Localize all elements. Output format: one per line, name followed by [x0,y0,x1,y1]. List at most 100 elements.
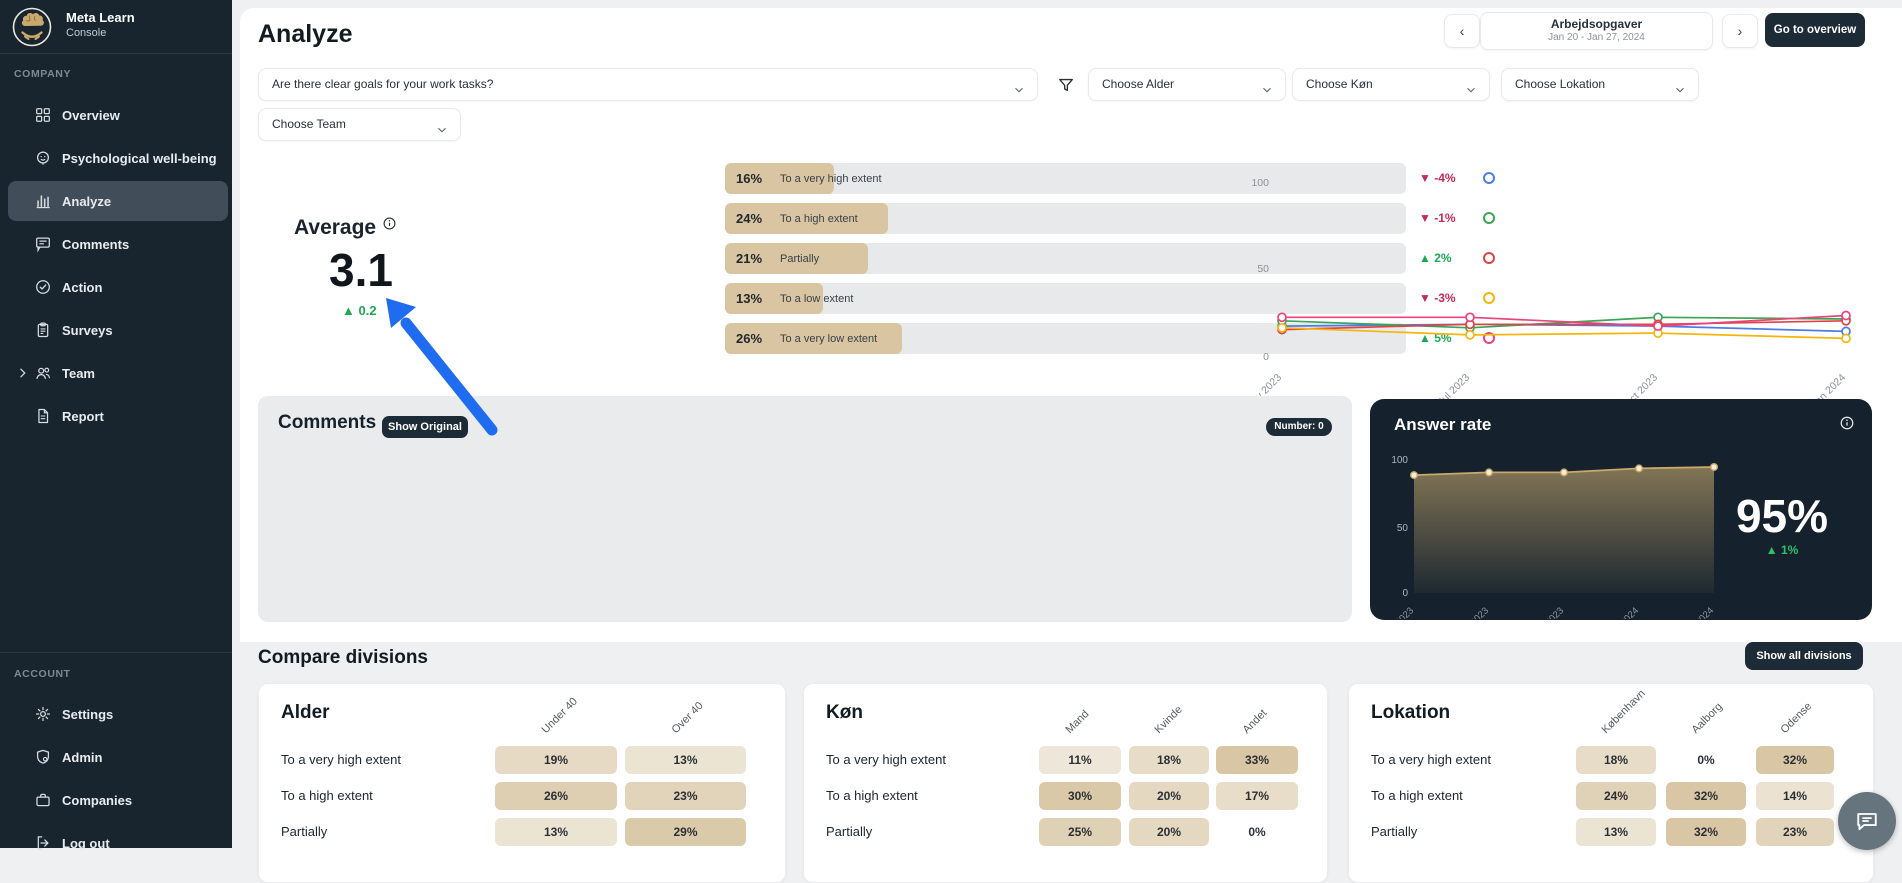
series-legend-dot [1483,172,1495,184]
sidebar-item-label: Companies [62,793,133,808]
go-to-overview-button[interactable]: Go to overview [1765,13,1865,47]
sidebar-section-company: COMPANY [14,68,72,80]
chevron-down-icon [1260,78,1274,93]
filter-icon[interactable] [1057,76,1075,94]
sidebar-item-settings[interactable]: Settings [8,694,228,734]
compare-cell: 33% [1216,746,1298,774]
compare-row-label: Partially [826,824,873,839]
answer-rate-title: Answer rate [1394,415,1492,434]
sidebar-item-label: Action [62,280,103,295]
compare-cell: 11% [1039,746,1121,774]
svg-text:Jan 2024: Jan 2024 [1809,372,1848,400]
bar-change: ▼ -1% [1419,211,1456,225]
page-title: Analyze [258,20,353,48]
svg-text:Jul 2023: Jul 2023 [1458,605,1491,619]
answer-rate-card: Answer rate 100 50 0 May 2023 Jul 2023 Oct 20… [1370,399,1872,643]
period-range: Jan 20 - Jan 27, 2024 [1548,32,1645,43]
compare-row-label: Partially [281,824,328,839]
compare-row-label: Partially [1371,824,1418,839]
svg-text:Jan 2024: Jan 2024 [1681,605,1716,619]
next-period-button[interactable]: › [1722,14,1758,48]
compare-column-header: Odense [1778,700,1815,736]
bar-fill [725,203,889,234]
chat-fab-button[interactable] [1838,792,1896,850]
chevron-right-icon [16,366,30,380]
compare-cell: 18% [1576,746,1656,774]
kon-filter-select[interactable]: Choose Køn [1292,68,1490,101]
compare-cell: 24% [1576,782,1656,810]
comments-panel: Comments Show Original Number: 0 [258,396,1352,622]
head-icon [34,149,52,167]
shield-icon [34,748,52,766]
main-content: Analyze ‹ Arbejdsopgaver Jan 20 - Jan 27… [232,0,1902,883]
comments-count-badge: Number: 0 [1266,418,1332,436]
info-icon[interactable] [382,213,397,230]
brand-name: Meta Learn [66,10,135,25]
show-original-button[interactable]: Show Original [382,416,468,438]
annotation-arrow [386,298,498,436]
bar-category-label: To a very low extent [780,333,878,345]
message-icon [34,235,52,253]
lokation-filter-select[interactable]: Choose Lokation [1501,68,1699,101]
svg-text:0: 0 [1263,351,1269,363]
bar-percentage: 13% [736,291,763,306]
series-legend-dot [1483,292,1495,304]
period-selector[interactable]: Arbejdsopgaver Jan 20 - Jan 27, 2024 [1480,12,1713,50]
sidebar-item-companies[interactable]: Companies [8,780,228,820]
sidebar-item-surveys[interactable]: Surveys [8,310,228,350]
compare-row-label: To a very high extent [281,752,401,767]
logout-icon [34,834,52,852]
bar-fill [725,283,823,314]
sidebar-item-action[interactable]: Action [8,267,228,307]
chevron-down-icon [1012,78,1026,93]
gear-icon [34,705,52,723]
sidebar-item-overview[interactable]: Overview [8,95,228,135]
sidebar-item-label: Analyze [62,194,112,209]
bar-category-label: To a high extent [780,213,858,225]
average-label: Average [294,216,397,240]
team-filter-select[interactable]: Choose Team [258,108,461,141]
svg-text:50: 50 [1397,523,1409,534]
compare-cell: 29% [625,818,746,846]
sidebar-item-comments[interactable]: Comments [8,224,228,264]
question-select[interactable]: Are there clear goals for your work task… [258,68,1038,101]
chevron-down-icon [435,118,449,133]
sidebar-section-account: ACCOUNT [14,668,71,680]
alder-filter-select[interactable]: Choose Alder [1088,68,1286,101]
sidebar-divider [0,652,232,653]
clipboard-icon [34,321,52,339]
sidebar-item-team[interactable]: Team [8,353,228,393]
period-title: Arbejdsopgaver [1550,17,1643,31]
answer-rate-change: ▲ 1% [1765,543,1799,557]
svg-text:Oct 2023: Oct 2023 [1531,605,1566,619]
briefcase-icon [34,791,52,809]
brand-logo-icon [12,7,52,47]
alder-filter-value: Choose Alder [1102,77,1175,91]
compare-cell: 32% [1666,818,1746,846]
compare-column-header: Under 40 [539,695,581,736]
sidebar-item-log-out[interactable]: Log out [8,823,228,863]
compare-cell: 13% [495,818,617,846]
bar-percentage: 24% [736,211,763,226]
sidebar-item-psychological-well-being[interactable]: Psychological well-being [8,138,228,178]
bar-change: ▲ 2% [1419,251,1452,265]
compare-row-label: To a high extent [826,788,918,803]
svg-text:Oct 2023: Oct 2023 [1621,372,1660,400]
bar-fill [725,163,834,194]
info-icon[interactable] [1839,415,1854,430]
sidebar-item-label: Overview [62,108,120,123]
sidebar-item-analyze[interactable]: Analyze [8,181,228,221]
show-all-divisions-button[interactable]: Show all divisions [1745,642,1863,670]
sidebar-item-report[interactable]: Report [8,396,228,436]
svg-text:Jan 2024: Jan 2024 [1606,605,1641,619]
sidebar-item-admin[interactable]: Admin [8,737,228,777]
prev-period-button[interactable]: ‹ [1444,14,1480,48]
compare-divisions-title: Compare divisions [258,647,428,668]
compare-cell: 23% [1756,818,1834,846]
bar-change: ▼ -4% [1419,171,1456,185]
compare-card-title: Lokation [1371,702,1451,723]
compare-cell: 0% [1248,825,1266,839]
compare-row-label: To a high extent [281,788,373,803]
bar-fill [725,243,868,274]
bar-category-label: To a very high extent [780,173,882,185]
